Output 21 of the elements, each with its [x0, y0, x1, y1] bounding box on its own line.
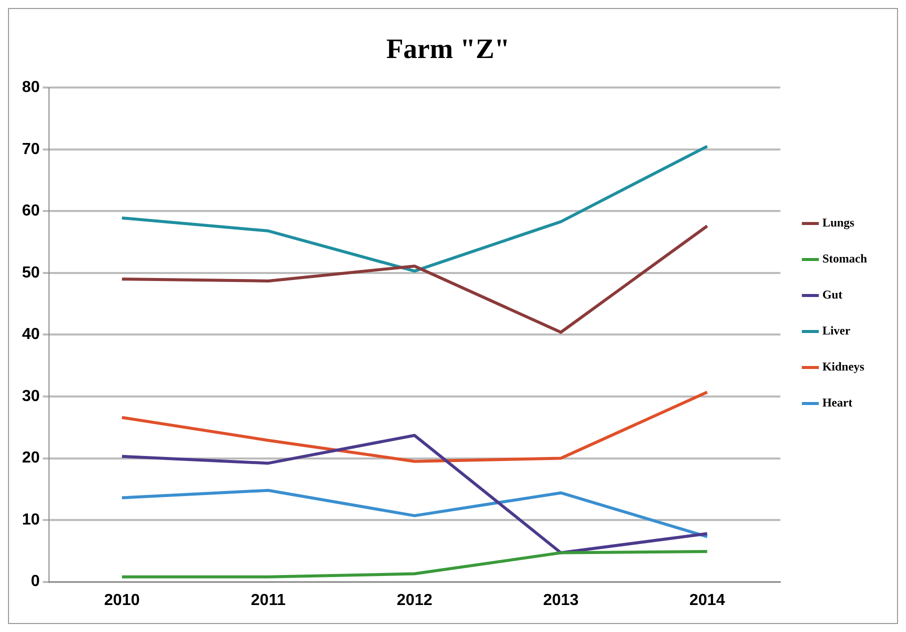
chart-title: Farm "Z" — [386, 34, 510, 66]
x-tick-label: 2010 — [104, 592, 140, 609]
y-tick-label: 40 — [22, 326, 40, 344]
y-tick-label: 80 — [22, 79, 40, 96]
legend-label: Lungs — [822, 216, 855, 230]
x-tick-label: 2012 — [396, 592, 432, 609]
x-tick-label: 2014 — [689, 592, 726, 609]
y-tick-label: 70 — [22, 140, 40, 158]
legend-label: Heart — [822, 396, 852, 410]
y-tick-label: 20 — [22, 450, 40, 467]
y-tick-label: 50 — [22, 264, 40, 282]
legend-label: Liver — [822, 324, 851, 338]
y-tick-label: 30 — [22, 388, 40, 405]
legend-label: Stomach — [822, 252, 868, 266]
x-tick-label: 2011 — [250, 592, 286, 609]
y-tick-label: 10 — [22, 511, 40, 528]
x-tick-label: 2013 — [543, 592, 579, 609]
legend-label: Gut — [822, 288, 842, 302]
legend-label: Kidneys — [822, 360, 865, 374]
y-tick-label: 0 — [30, 573, 40, 590]
y-tick-label: 60 — [22, 202, 40, 220]
